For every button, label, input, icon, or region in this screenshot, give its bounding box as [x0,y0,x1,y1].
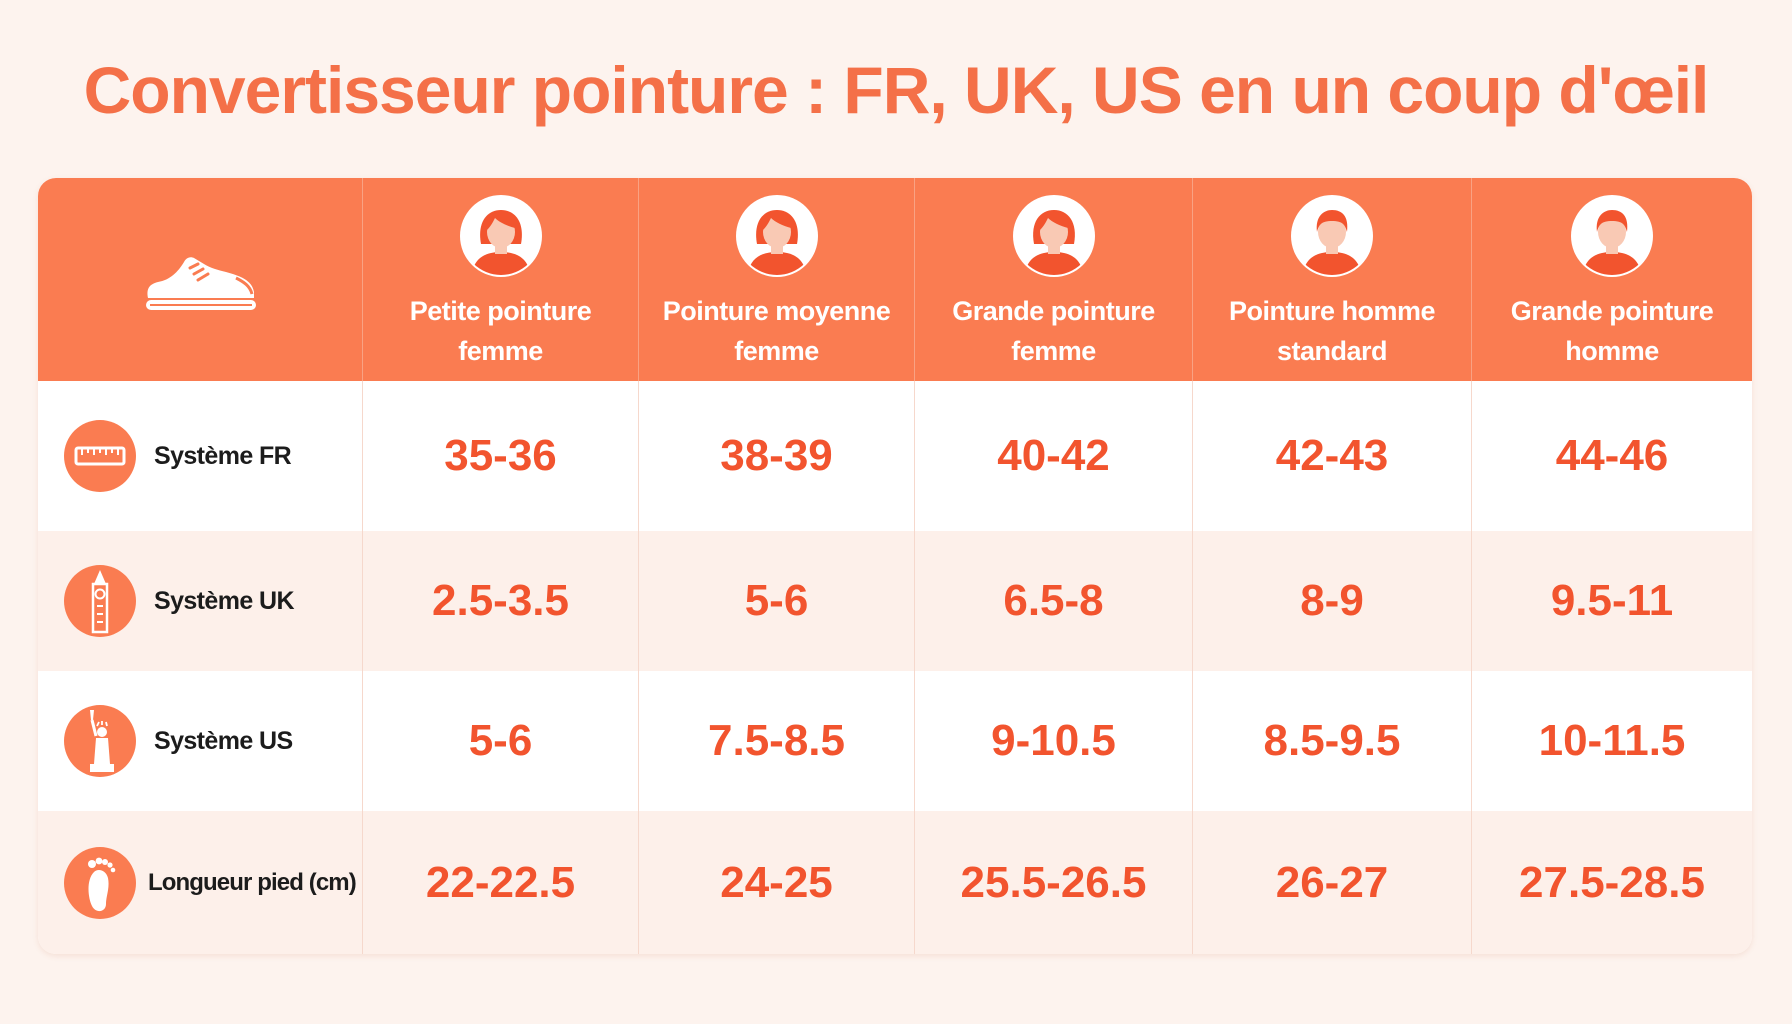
table-cell: 38-39 [639,381,915,531]
column-header-5: Grande pointure homme [1472,178,1752,381]
header-corner [38,178,363,381]
size-value: 38-39 [720,431,833,480]
woman-avatar-icon [735,194,819,283]
table-cell: 9.5-11 [1472,531,1752,671]
table-cell: 6.5-8 [915,531,1193,671]
size-value: 8-9 [1300,576,1364,625]
size-value: 5-6 [744,576,809,625]
size-value: 42-43 [1275,431,1389,480]
woman-avatar-icon [459,194,543,283]
table-cell: 5-6 [639,531,915,671]
table-cell: 42-43 [1193,381,1472,531]
row-header-1: Système FR [38,381,363,531]
size-value: 44-46 [1555,431,1669,480]
size-value: 8.5-9.5 [1263,716,1401,765]
row-header-2: Système UK [38,531,363,671]
table-cell: 24-25 [639,811,915,954]
column-header-4: Pointure homme standard [1193,178,1472,381]
column-header-2: Pointure moyenne femme [639,178,915,381]
page-title: Convertisseur pointure : FR, UK, US en u… [83,53,1710,127]
table-cell: 7.5-8.5 [639,671,915,811]
table-cell: 40-42 [915,381,1193,531]
footprint-icon [64,840,136,926]
size-value: 25.5-26.5 [960,857,1147,907]
size-value: 27.5-28.5 [1519,857,1705,907]
table-cell: 10-11.5 [1472,671,1752,811]
table-cell: 25.5-26.5 [915,811,1193,954]
row-label: Longueur pied (cm) [148,868,357,896]
row-header-4: Longueur pied (cm) [38,811,363,954]
size-value: 26-27 [1275,857,1389,907]
size-value: 9.5-11 [1550,576,1674,625]
size-value: 22-22.5 [425,857,576,907]
size-value: 6.5-8 [1003,576,1104,625]
man-avatar-icon [1290,194,1374,283]
table-cell: 27.5-28.5 [1472,811,1752,954]
size-value: 2.5-3.5 [432,576,569,625]
column-header-label: Pointure homme standard [1228,296,1436,366]
size-value: 7.5-8.5 [708,716,845,765]
ruler-icon [64,413,136,499]
size-value: 35-36 [444,431,557,480]
column-header-label: Grande pointure homme [1510,296,1714,366]
row-header-3: Système US [38,671,363,811]
column-header-label: Pointure moyenne femme [662,296,891,366]
size-value: 40-42 [997,431,1110,480]
size-value: 5-6 [468,716,533,765]
big-ben-icon [64,558,136,644]
size-value: 10-11.5 [1538,716,1686,765]
table-cell: 8-9 [1193,531,1472,671]
size-value: 24-25 [720,857,833,907]
column-header-3: Grande pointure femme [915,178,1193,381]
table-cell: 22-22.5 [363,811,639,954]
statue-of-liberty-icon [64,698,136,784]
column-header-label: Petite pointure femme [409,296,592,366]
sneaker-icon [146,256,256,310]
table-cell: 8.5-9.5 [1193,671,1472,811]
column-header-label: Grande pointure femme [952,296,1155,366]
table-cell: 44-46 [1472,381,1752,531]
table-cell: 35-36 [363,381,639,531]
size-conversion-table: Petite pointure femme Pointure moyenne fe… [38,178,1752,954]
table-cell: 26-27 [1193,811,1472,954]
row-label: Système FR [154,441,292,470]
size-value: 9-10.5 [991,716,1116,765]
woman-avatar-icon [1012,194,1096,283]
column-header-1: Petite pointure femme [363,178,639,381]
table-cell: 5-6 [363,671,639,811]
table-cell: 2.5-3.5 [363,531,639,671]
table-cell: 9-10.5 [915,671,1193,811]
row-label: Système UK [154,586,295,615]
row-label: Système US [154,726,293,755]
man-avatar-icon [1570,194,1654,283]
